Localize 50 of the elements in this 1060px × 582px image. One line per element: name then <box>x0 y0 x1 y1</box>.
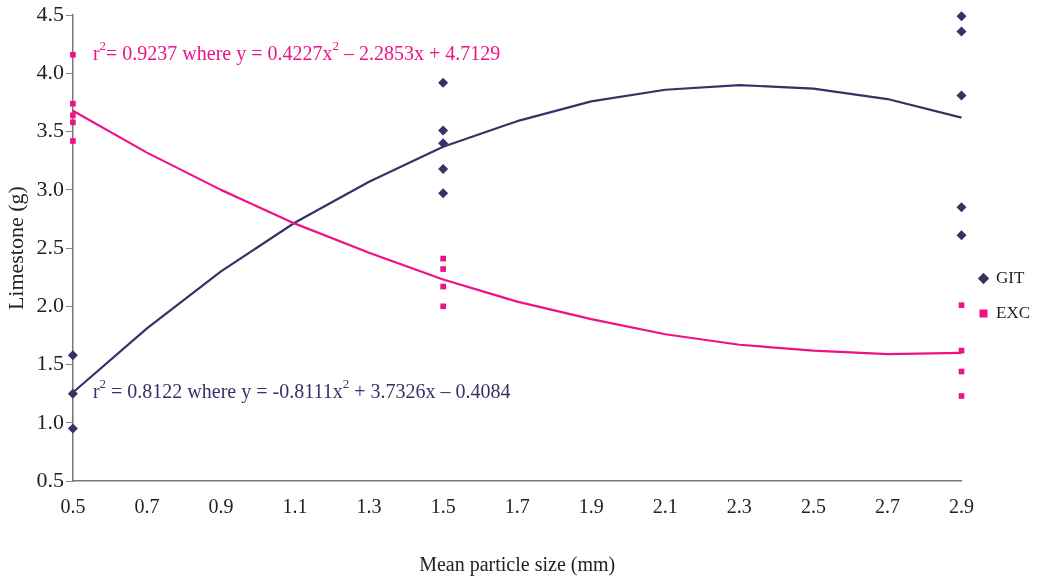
point <box>67 350 78 361</box>
point <box>70 119 76 126</box>
x-tick-label: 0.5 <box>60 495 86 518</box>
point <box>956 90 967 101</box>
point <box>67 423 78 434</box>
point <box>67 388 78 399</box>
y-tick-label: 0.5 <box>36 466 64 492</box>
point <box>440 283 446 290</box>
x-tick-label: 2.1 <box>652 495 678 518</box>
point <box>440 303 446 310</box>
x-tick-label: 2.3 <box>726 495 752 518</box>
x-tick-label: 1.5 <box>430 495 456 518</box>
x-axis-title: Mean particle size (mm) <box>419 553 616 577</box>
y-tick-label: 1.5 <box>36 350 64 376</box>
point <box>956 11 967 22</box>
point <box>958 393 965 399</box>
x-tick-label: 1.1 <box>282 495 308 518</box>
point <box>956 26 967 37</box>
point <box>438 125 449 136</box>
point <box>440 266 446 272</box>
y-tick-label: 2.0 <box>36 292 64 318</box>
point <box>438 138 449 149</box>
point <box>440 255 446 262</box>
y-tick-label: 4.0 <box>36 59 64 85</box>
x-tick-label: 0.7 <box>134 495 160 518</box>
y-tick-label: 3.0 <box>36 175 64 201</box>
y-tick-label: 4.5 <box>36 0 64 26</box>
point <box>70 138 76 144</box>
x-tick-label: 2.9 <box>949 495 974 518</box>
point <box>438 163 449 174</box>
x-tick-label: 2.7 <box>874 495 900 518</box>
x-tick-label: 1.3 <box>356 495 382 518</box>
point <box>956 230 967 241</box>
point <box>958 302 965 308</box>
x-tick-label: 0.9 <box>208 495 234 518</box>
y-tick-label: 1.0 <box>36 408 64 434</box>
y-tick-label: 3.5 <box>36 117 64 143</box>
x-tick-label: 2.5 <box>800 495 826 518</box>
point <box>70 112 76 119</box>
legend-label: GIT <box>996 267 1025 287</box>
point <box>70 51 76 58</box>
y-tick-label: 2.5 <box>36 233 64 259</box>
x-tick-label: 1.7 <box>504 495 530 518</box>
x-tick-label: 1.9 <box>578 495 604 518</box>
legend-label: EXC <box>996 302 1030 322</box>
point <box>70 100 76 107</box>
y-axis-title: Limestone (g) <box>2 186 28 311</box>
point <box>438 77 449 88</box>
point <box>956 202 967 213</box>
point <box>438 188 449 199</box>
